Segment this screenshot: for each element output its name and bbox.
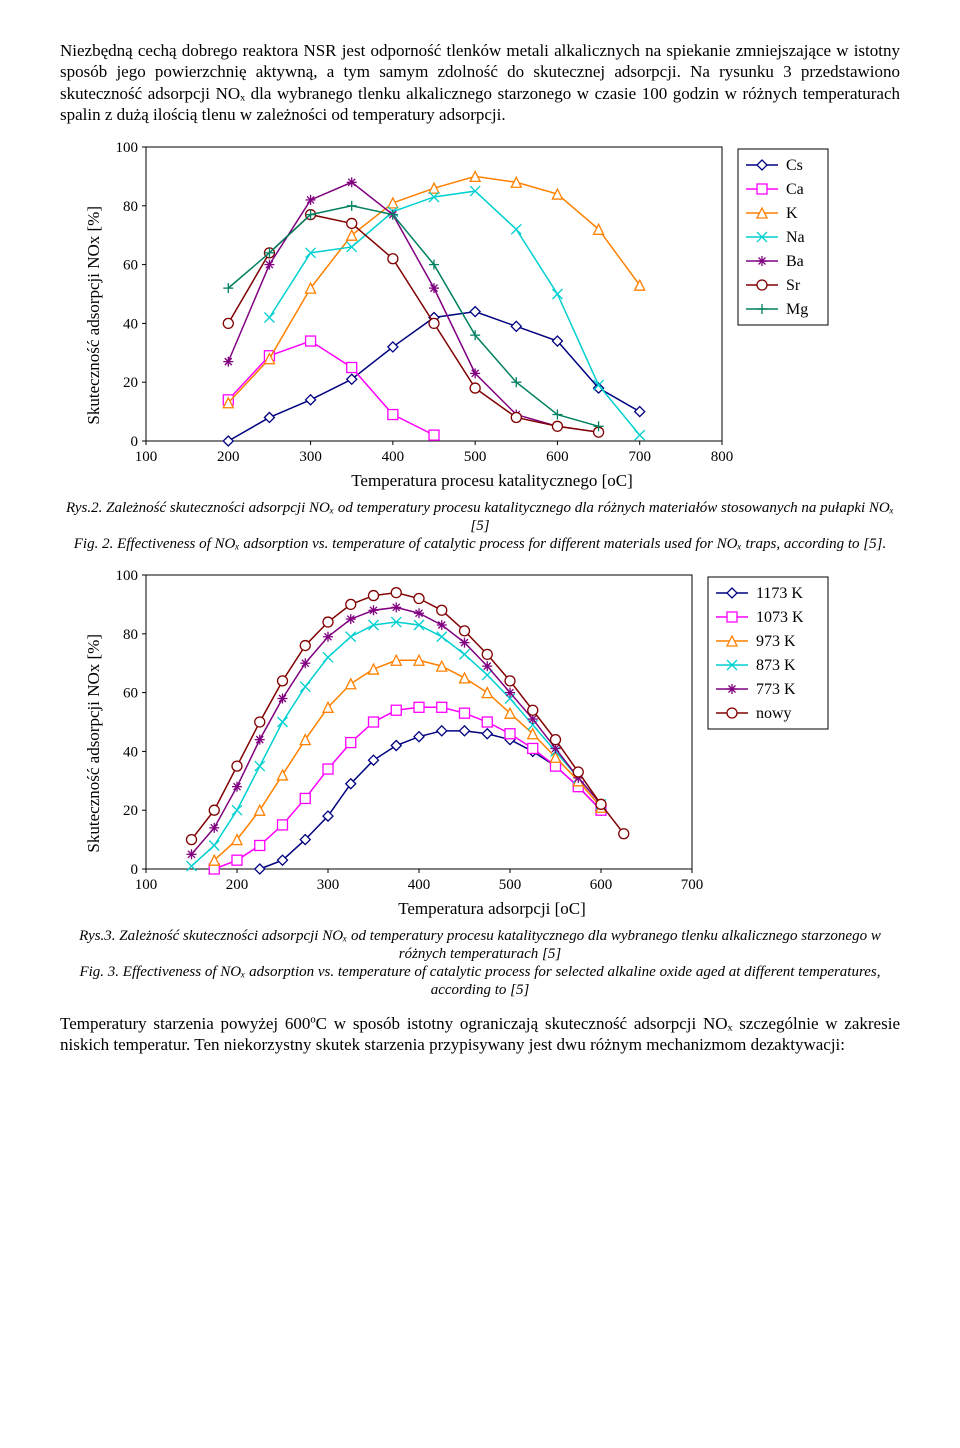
svg-text:100: 100 <box>116 568 139 584</box>
svg-text:1173 K: 1173 K <box>756 585 803 602</box>
svg-text:Cs: Cs <box>786 157 803 174</box>
svg-text:0: 0 <box>131 862 139 878</box>
figure-3: Skuteczność adsorpcji NOx [%] 0 20 40 60 80 1… <box>80 567 880 919</box>
paragraph-2: Temperatury starzenia powyżej 600ºC w sp… <box>60 1013 900 1056</box>
svg-text:973 K: 973 K <box>756 633 796 650</box>
svg-text:500: 500 <box>464 449 487 465</box>
svg-text:60: 60 <box>123 258 138 274</box>
figure-2-caption-b: Fig. 2. Effectiveness of NOₓ adsorption … <box>74 536 886 552</box>
svg-text:40: 40 <box>123 744 138 760</box>
svg-text:800: 800 <box>711 449 734 465</box>
svg-text:K: K <box>786 205 798 222</box>
svg-text:80: 80 <box>123 199 138 215</box>
svg-text:80: 80 <box>123 627 138 643</box>
chart1-ylabel: Skuteczność adsorpcji NOx [%] <box>80 206 104 425</box>
svg-text:20: 20 <box>123 375 138 391</box>
figure-2: Skuteczność adsorpcji NOx [%] 0 20 40 60 80 1… <box>80 139 880 491</box>
figure-3-caption-b: Fig. 3. Effectiveness of NOₓ adsorption … <box>79 964 880 998</box>
paragraph-1: Niezbędną cechą dobrego reaktora NSR jes… <box>60 40 900 125</box>
svg-text:773 K: 773 K <box>756 681 796 698</box>
svg-text:0: 0 <box>131 434 139 450</box>
chart1-xlabel: Temperatura procesu katalitycznego [oC] <box>104 471 880 491</box>
svg-text:40: 40 <box>123 316 138 332</box>
svg-text:300: 300 <box>317 877 340 893</box>
chart2-ylabel: Skuteczność adsorpcji NOx [%] <box>80 634 104 853</box>
svg-text:100: 100 <box>135 877 158 893</box>
figure-2-caption: Rys.2. Zależność skuteczności adsorpcji … <box>60 499 900 553</box>
svg-text:500: 500 <box>499 877 522 893</box>
svg-text:100: 100 <box>135 449 158 465</box>
svg-text:200: 200 <box>226 877 249 893</box>
svg-text:300: 300 <box>299 449 322 465</box>
svg-text:Na: Na <box>786 229 805 246</box>
svg-text:400: 400 <box>382 449 405 465</box>
chart2-svg: 0 20 40 60 80 100 100 200 300 400 500 600 700 1173 K 1… <box>104 567 844 897</box>
svg-text:Ca: Ca <box>786 181 804 198</box>
svg-text:100: 100 <box>116 140 139 156</box>
svg-text:700: 700 <box>681 877 704 893</box>
figure-3-caption: Rys.3. Zależność skuteczności adsorpcji … <box>60 927 900 999</box>
svg-text:873 K: 873 K <box>756 657 796 674</box>
svg-text:600: 600 <box>590 877 613 893</box>
svg-text:Sr: Sr <box>786 277 801 294</box>
svg-text:nowy: nowy <box>756 705 792 722</box>
figure-3-caption-a: Rys.3. Zależność skuteczności adsorpcji … <box>79 928 881 962</box>
svg-text:700: 700 <box>628 449 651 465</box>
chart2-xlabel: Temperatura adsorpcji [oC] <box>104 899 880 919</box>
chart1-svg: 0 20 40 60 80 100 100 200 300 400 500 600 700 800 Cs Ca… <box>104 139 844 469</box>
svg-text:400: 400 <box>408 877 431 893</box>
svg-text:Ba: Ba <box>786 253 804 270</box>
svg-text:60: 60 <box>123 686 138 702</box>
svg-text:1073 K: 1073 K <box>756 609 804 626</box>
figure-2-caption-a: Rys.2. Zależność skuteczności adsorpcji … <box>66 500 894 534</box>
svg-text:600: 600 <box>546 449 569 465</box>
svg-text:20: 20 <box>123 803 138 819</box>
svg-text:Mg: Mg <box>786 301 808 318</box>
svg-text:200: 200 <box>217 449 240 465</box>
